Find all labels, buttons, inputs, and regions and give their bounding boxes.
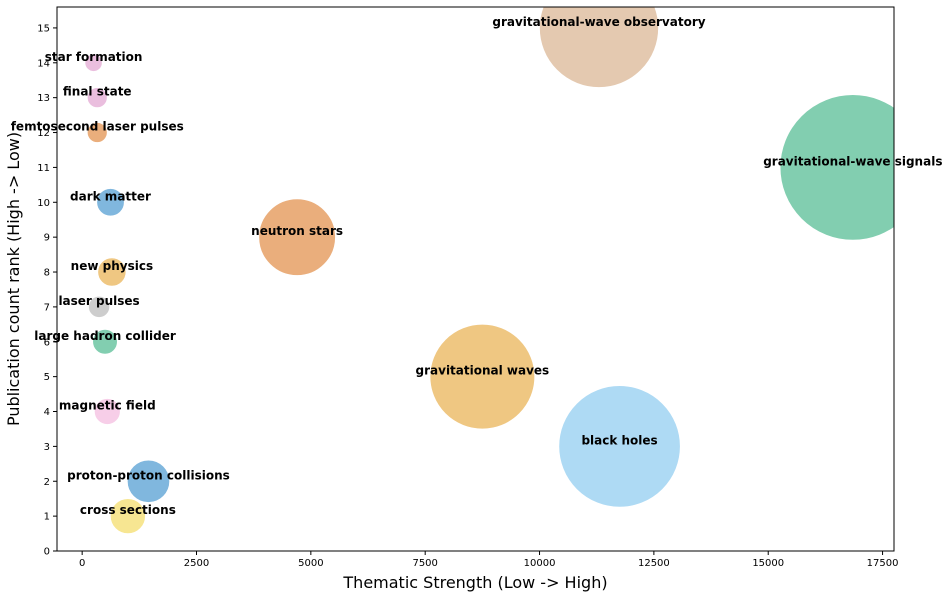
bubble-label-dark-matter: dark matter	[70, 189, 151, 203]
bubble-label-magnetic-field: magnetic field	[59, 399, 156, 413]
y-tick-label: 3	[44, 442, 50, 453]
bubble-gravitational-wave-signals	[779, 93, 894, 241]
bubble-label-gravitational-waves: gravitational waves	[416, 364, 550, 378]
bubble-label-proton-proton-collisions: proton-proton collisions	[67, 468, 230, 482]
bubble-label-gravitational-wave-observatory: gravitational-wave observatory	[492, 15, 705, 29]
bubble-proton-proton-collisions	[126, 459, 171, 504]
x-tick-label: 15000	[752, 558, 784, 569]
y-tick-label: 5	[44, 372, 50, 383]
x-tick-label: 17500	[867, 558, 899, 569]
y-tick-label: 4	[44, 407, 50, 418]
y-tick-label: 1	[44, 512, 50, 523]
y-axis-title: Publication count rank (High -> Low)	[4, 132, 23, 426]
bubble-black-holes	[558, 384, 682, 508]
x-tick-label: 0	[79, 558, 85, 569]
y-tick-label: 12	[37, 128, 50, 139]
bubble-laser-pulses	[87, 295, 111, 319]
y-tick-label: 11	[37, 163, 50, 174]
x-axis: 0 2500 5000 7500 10000 12500 15000 17500	[79, 551, 899, 569]
bubble-dark-matter	[95, 187, 126, 217]
bubble-final-state	[86, 86, 109, 109]
bubble-label-star-formation: star formation	[45, 50, 143, 64]
bubble-cross-sections	[109, 497, 147, 535]
bubble-gravitational-wave-observatory	[538, 7, 660, 89]
x-tick-label: 5000	[298, 558, 323, 569]
x-tick-label: 2500	[184, 558, 209, 569]
y-tick-label: 9	[44, 233, 50, 244]
plot-frame	[56, 6, 895, 552]
bubble-large-hadron-collider	[91, 328, 119, 355]
x-tick-label: 10000	[524, 558, 556, 569]
bubble-label-cross-sections: cross sections	[80, 503, 176, 517]
y-tick-label: 7	[44, 302, 50, 313]
x-tick-label: 12500	[638, 558, 670, 569]
y-tick-label: 14	[37, 58, 50, 69]
bubble-label-new-physics: new physics	[71, 259, 153, 273]
bubble-labels-layer: cross sections proton-proton collisions bl…	[11, 15, 943, 517]
bubble-femtosecond-laser-pulses	[86, 121, 109, 144]
y-tick-label: 13	[37, 93, 50, 104]
y-tick-label: 6	[44, 337, 50, 348]
bubble-neutron-stars	[257, 197, 337, 277]
x-axis-title: Thematic Strength (Low -> High)	[342, 573, 607, 592]
y-tick-label: 10	[37, 198, 50, 209]
y-tick-label: 15	[37, 23, 50, 34]
x-tick-label: 7500	[412, 558, 437, 569]
y-tick-label: 8	[44, 268, 50, 279]
bubbles-layer	[84, 7, 894, 535]
bubble-star-formation	[84, 53, 104, 73]
bubble-label-final-state: final state	[63, 85, 132, 99]
bubble-gravitational-waves	[429, 323, 536, 430]
bubble-label-large-hadron-collider: large hadron collider	[34, 329, 176, 343]
bubble-magnetic-field	[93, 397, 122, 426]
y-tick-label: 0	[44, 547, 50, 558]
bubble-label-gravitational-wave-signals: gravitational-wave signals	[763, 154, 942, 168]
bubble-label-neutron-stars: neutron stars	[251, 224, 343, 238]
bubble-label-laser-pulses: laser pulses	[58, 294, 139, 308]
bubble-label-femtosecond-laser-pulses: femtosecond laser pulses	[11, 120, 184, 134]
bubble-label-black-holes: black holes	[581, 433, 657, 447]
y-tick-label: 2	[44, 477, 50, 488]
bubble-new-physics	[96, 257, 127, 287]
